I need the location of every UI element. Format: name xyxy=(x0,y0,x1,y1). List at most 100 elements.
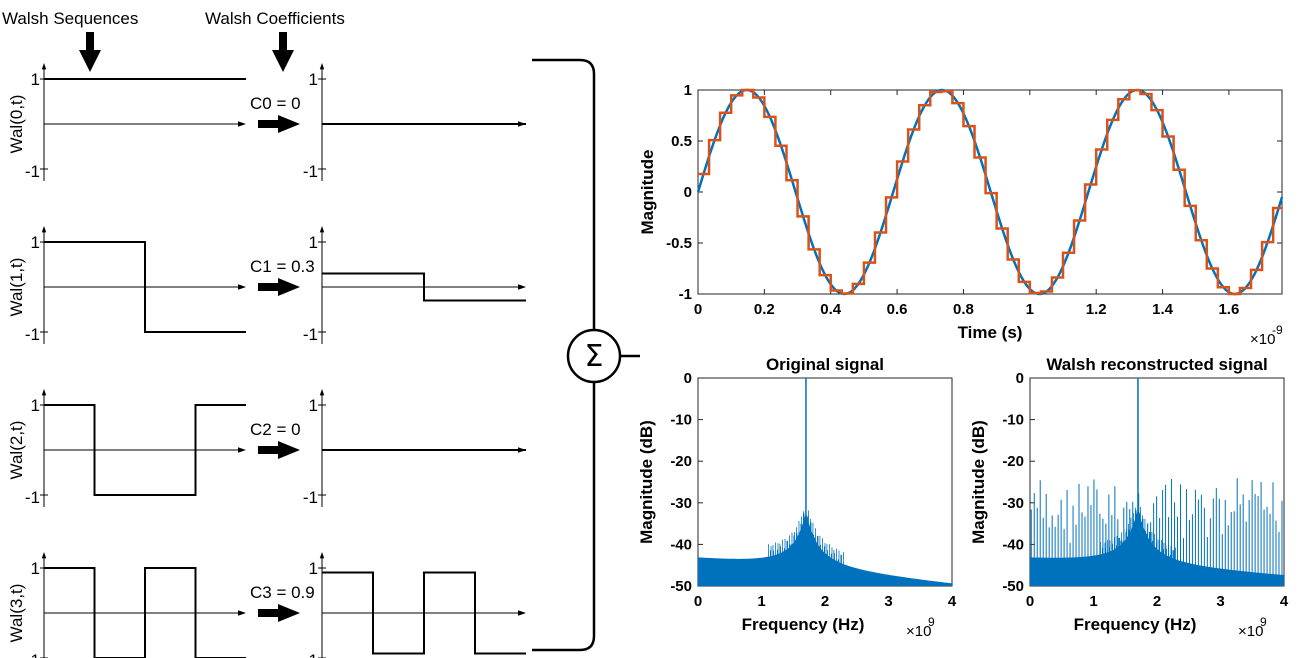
seq-ylabel: Wal(2,t) xyxy=(7,421,26,480)
x-tick-label: 2 xyxy=(821,593,829,610)
coef-label: C0 = 0 xyxy=(250,94,301,113)
chart-title: Original signal xyxy=(766,355,884,374)
scaled-waveform xyxy=(322,571,526,655)
seq-tick-label-bottom: -1 xyxy=(25,325,40,344)
y-tick-label: -0.5 xyxy=(666,235,692,252)
x-axis-label: Frequency (Hz) xyxy=(1074,615,1197,634)
y-tick-label: -50 xyxy=(1002,578,1024,595)
x-tick-label: 3 xyxy=(884,593,892,610)
chart-title: Walsh reconstructed signal xyxy=(1046,355,1267,374)
seq-x-axis-arrow xyxy=(238,121,246,127)
seq-tick-label-bottom: -1 xyxy=(25,651,40,658)
x-tick-label: 1.2 xyxy=(1086,301,1107,318)
x-tick-label: 0.2 xyxy=(754,301,775,318)
coef-x-axis-arrow xyxy=(518,284,526,290)
coefficients-down-arrow xyxy=(272,32,294,72)
seq-tick-label-top: 1 xyxy=(31,396,40,415)
y-tick-label: -20 xyxy=(1002,453,1024,470)
spectrum-spurs xyxy=(1030,478,1283,586)
x-tick-label: 3 xyxy=(1216,593,1224,610)
coef-arrow xyxy=(258,115,300,133)
x-tick-label: 1.4 xyxy=(1152,301,1174,318)
coef-tick-label-bottom: -1 xyxy=(303,325,318,344)
seq-tick-label-bottom: -1 xyxy=(25,162,40,181)
y-tick-label: -1 xyxy=(679,286,692,303)
spectrum-area xyxy=(698,514,952,586)
seq-y-axis-arrow xyxy=(41,226,47,233)
coef-tick-label-top: 1 xyxy=(309,396,318,415)
coef-tick-label-bottom: -1 xyxy=(303,488,318,507)
coef-label: C3 = 0.9 xyxy=(250,583,315,602)
seq-ylabel: Wal(1,t) xyxy=(7,258,26,317)
x-tick-label: 0 xyxy=(694,301,702,318)
y-tick-label: -20 xyxy=(670,453,692,470)
scaled-waveform xyxy=(322,272,526,302)
y-tick-label: 0 xyxy=(684,370,692,387)
coef-label: C2 = 0 xyxy=(250,420,301,439)
y-tick-label: -50 xyxy=(670,578,692,595)
header-arrows xyxy=(79,32,294,72)
coef-tick-label-bottom: -1 xyxy=(303,162,318,181)
x-tick-label: 0.4 xyxy=(820,301,842,318)
x-tick-label: 1 xyxy=(1089,593,1097,610)
coef-y-axis-arrow xyxy=(319,226,325,233)
seq-x-axis-arrow xyxy=(238,610,246,616)
walsh-row-0: 1 -1 Wal(0,t) C0 = 0 1 -1 xyxy=(7,63,526,181)
sum-symbol: Σ xyxy=(585,339,604,374)
time-domain-chart: 0 0.2 0.4 0.6 0.8 1 1.2 1.4 1.6 1 0.5 0 -0.5 -1 Time (… xyxy=(638,82,1284,348)
spectrum-lines xyxy=(767,500,844,586)
y-tick-label: 1 xyxy=(684,82,692,99)
walsh-waveform xyxy=(44,404,246,496)
seq-x-axis-arrow xyxy=(238,284,246,290)
seq-x-axis-arrow xyxy=(238,447,246,453)
x-exponent-power: -9 xyxy=(1272,323,1283,337)
x-tick-label: 0.6 xyxy=(887,301,908,318)
seq-y-axis-arrow xyxy=(41,552,47,559)
x-tick-label: 4 xyxy=(948,593,957,610)
y-tick-label: -40 xyxy=(1002,536,1024,553)
x-tick-label: 0 xyxy=(694,593,702,610)
coef-tick-label-top: 1 xyxy=(309,70,318,89)
x-exponent-power: 9 xyxy=(928,615,935,629)
coef-y-axis-arrow xyxy=(319,552,325,559)
y-axis-label: Magnitude xyxy=(638,150,657,235)
seq-ylabel: Wal(0,t) xyxy=(7,95,26,154)
y-tick-label: -30 xyxy=(1002,495,1024,512)
walsh-coefficients-header: Walsh Coefficients xyxy=(205,9,345,28)
seq-y-axis-arrow xyxy=(41,389,47,396)
coef-arrow xyxy=(258,278,300,296)
walsh-sequences-header: Walsh Sequences xyxy=(2,9,138,28)
coef-tick-label-top: 1 xyxy=(309,233,318,252)
walsh-row-1: 1 -1 Wal(1,t) C1 = 0.3 1 -1 xyxy=(7,226,526,344)
x-exponent-power: 9 xyxy=(1260,615,1267,629)
x-exponent: ×10 xyxy=(1238,623,1263,640)
walsh-row-3: 1 -1 Wal(3,t) C3 = 0.9 1 -1 xyxy=(7,552,526,658)
coef-y-axis-arrow xyxy=(319,63,325,70)
original-spectrum-chart: Original signal 0 1 2 3 4 0 -10 -20 -30 -40 -50 Freq… xyxy=(637,355,957,640)
x-tick-label: 1.6 xyxy=(1218,301,1239,318)
seq-tick-label-top: 1 xyxy=(31,70,40,89)
coef-x-axis-arrow xyxy=(518,610,526,616)
walsh-row-2: 1 -1 Wal(2,t) C2 = 0 1 -1 xyxy=(7,389,526,507)
y-tick-label: -10 xyxy=(1002,412,1024,429)
summation: Σ xyxy=(532,58,640,652)
x-tick-label: 1 xyxy=(757,593,765,610)
summation-bracket xyxy=(532,58,596,652)
y-tick-label: -40 xyxy=(670,536,692,553)
seq-ylabel: Wal(3,t) xyxy=(7,584,26,643)
coef-tick-label-bottom: -1 xyxy=(303,651,318,658)
x-axis-label: Time (s) xyxy=(958,323,1023,342)
walsh-waveform xyxy=(44,241,246,333)
y-tick-label: -30 xyxy=(670,495,692,512)
y-tick-label: 0 xyxy=(684,184,692,201)
x-tick-label: 1 xyxy=(1026,301,1034,318)
y-tick-label: 0 xyxy=(1016,370,1024,387)
seq-y-axis-arrow xyxy=(41,63,47,70)
x-exponent: ×10 xyxy=(1250,331,1275,348)
seq-tick-label-top: 1 xyxy=(31,233,40,252)
x-tick-label: 2 xyxy=(1153,593,1161,610)
seq-tick-label-top: 1 xyxy=(31,559,40,578)
coef-y-axis-arrow xyxy=(319,389,325,396)
x-tick-label: 0 xyxy=(1026,593,1034,610)
